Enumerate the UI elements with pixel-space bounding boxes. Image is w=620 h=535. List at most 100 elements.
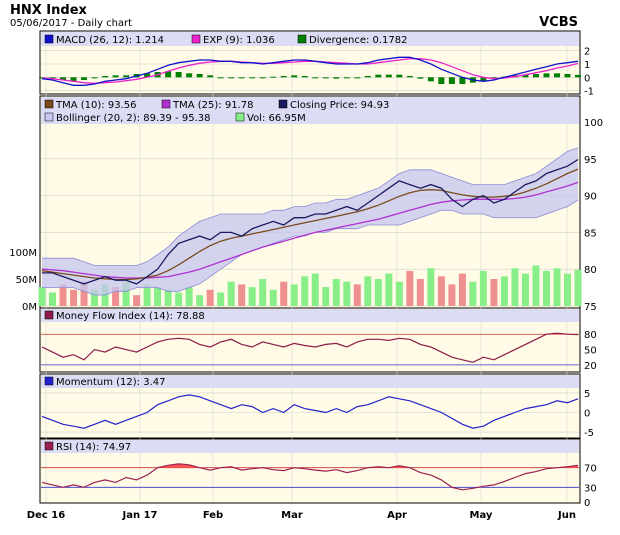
divergence-bar xyxy=(532,74,539,78)
divergence-bar xyxy=(354,77,361,79)
vol-legend-label: Vol: 66.95M xyxy=(247,113,306,124)
volume-bar xyxy=(91,289,99,306)
divergence-bar xyxy=(49,77,56,79)
divergence-bar xyxy=(564,74,571,78)
divergence-bar xyxy=(417,77,424,79)
divergence-bar xyxy=(343,77,350,79)
divergence-bar xyxy=(427,77,434,82)
volume-bar xyxy=(448,284,456,306)
x-tick-label: Jun xyxy=(557,510,576,521)
divergence-bar xyxy=(364,76,371,78)
chart-title: HNX Index xyxy=(10,3,88,18)
divergence-bar xyxy=(249,77,256,79)
divergence-bar xyxy=(217,77,224,79)
axis-labels: Dec 16 Jan 17 Feb Mar Apr May Jun 2 1 0 -1 100 95 90 8… xyxy=(9,47,603,521)
macd-line xyxy=(41,56,579,86)
chart-marks xyxy=(38,56,582,491)
price-tick-label: 100 xyxy=(584,118,603,129)
divergence-bar xyxy=(312,77,319,79)
bollinger-upper-line xyxy=(42,147,579,266)
volume-bar xyxy=(542,270,550,306)
mom-legend-label: Momentum (12): 3.47 xyxy=(56,377,166,388)
divergence-bar xyxy=(144,73,151,78)
vol-legend-swatch xyxy=(235,112,245,122)
macd-legend-swatch xyxy=(44,34,54,44)
divergence-bar xyxy=(270,76,277,78)
close-legend-swatch xyxy=(278,99,288,109)
divergence-bar xyxy=(291,75,298,78)
volume-bar xyxy=(437,276,445,306)
rsi-tick-label: 0 xyxy=(584,498,590,509)
divergence-bar xyxy=(175,72,182,78)
divergence-bar xyxy=(280,76,287,78)
divergence-bar xyxy=(207,75,214,78)
divergence-bar xyxy=(438,77,445,84)
volume-bar xyxy=(290,284,298,306)
volume-bar xyxy=(322,287,330,306)
mfi-legend-band xyxy=(41,309,579,322)
volume-bar xyxy=(175,292,183,306)
boll-legend-label: Bollinger (20, 2): 89.39 - 95.38 xyxy=(56,113,210,124)
volume-bar xyxy=(80,281,88,306)
volume-bar xyxy=(259,279,267,306)
volume-bar xyxy=(406,270,414,306)
x-tick-label: Dec 16 xyxy=(27,510,65,521)
volume-bar xyxy=(511,268,519,306)
divergence-bar xyxy=(480,77,487,82)
chart-subtitle: 05/06/2017 - Daily chart xyxy=(10,18,132,29)
mfi-legend-swatch xyxy=(44,310,54,320)
volume-bar xyxy=(364,276,372,306)
volume-bar xyxy=(238,284,246,306)
divergence-bar xyxy=(186,73,193,78)
volume-tick-label: 50M xyxy=(16,275,37,286)
macd-tick-label: 2 xyxy=(584,47,590,58)
volume-bar xyxy=(143,284,151,306)
mfi-tick-label: 80 xyxy=(584,330,597,341)
volume-bar xyxy=(343,281,351,306)
divergence-bar xyxy=(396,74,403,78)
mfi-tick-label: 50 xyxy=(584,346,597,357)
volume-bar xyxy=(122,281,130,306)
divergence-bar xyxy=(123,75,130,78)
volume-bar xyxy=(574,269,582,306)
divergence-bar xyxy=(459,77,466,84)
divergence-bar xyxy=(490,77,497,79)
divergence-bar xyxy=(543,73,550,78)
momentum-tick-label: -5 xyxy=(584,428,594,439)
price-tick-label: 80 xyxy=(584,265,597,276)
volume-bar xyxy=(38,287,46,306)
x-tick-label: Feb xyxy=(203,510,223,521)
macd-legend-label: MACD (26, 12): 1.214 xyxy=(56,35,164,46)
volume-tick-label: 100M xyxy=(9,248,37,259)
volume-bar xyxy=(469,281,477,306)
divergence-bar xyxy=(91,77,98,79)
volume-bar xyxy=(385,273,393,306)
price-tick-label: 75 xyxy=(584,302,597,313)
close-legend-label: Closing Price: 94.93 xyxy=(290,100,389,111)
exp-legend-label: EXP (9): 1.036 xyxy=(203,35,275,46)
divergence-bar xyxy=(406,76,413,78)
volume-bar xyxy=(458,273,466,306)
mfi-tick-label: 20 xyxy=(584,361,597,372)
volume-bar xyxy=(196,295,204,306)
divergence-bar xyxy=(112,75,119,78)
divergence-bar xyxy=(553,73,560,78)
divergence-bar xyxy=(70,77,77,82)
volume-bar xyxy=(154,287,162,306)
div-legend-swatch xyxy=(297,34,307,44)
volume-bar xyxy=(490,279,498,306)
rsi-legend-swatch xyxy=(44,441,54,451)
tma25-legend-swatch xyxy=(161,99,171,109)
price-tick-label: 95 xyxy=(584,155,597,166)
x-tick-label: Jan 17 xyxy=(122,510,158,521)
volume-bar xyxy=(311,273,319,306)
boll-legend-swatch xyxy=(44,112,54,122)
volume-bar xyxy=(269,289,277,306)
x-tick-label: Apr xyxy=(387,510,407,521)
tma25-legend-label: TMA (25): 91.78 xyxy=(172,100,253,111)
volume-bar xyxy=(70,289,78,306)
volume-bar xyxy=(500,276,508,306)
divergence-bar xyxy=(60,77,67,80)
divergence-bar xyxy=(322,77,329,79)
